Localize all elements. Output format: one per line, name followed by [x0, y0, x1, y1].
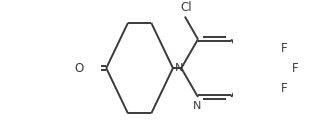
Text: F: F [281, 42, 287, 55]
Text: N: N [175, 63, 184, 73]
Text: F: F [292, 62, 299, 75]
Text: N: N [193, 101, 201, 111]
Text: Cl: Cl [180, 1, 192, 14]
Text: F: F [281, 82, 287, 94]
Text: O: O [74, 62, 84, 75]
